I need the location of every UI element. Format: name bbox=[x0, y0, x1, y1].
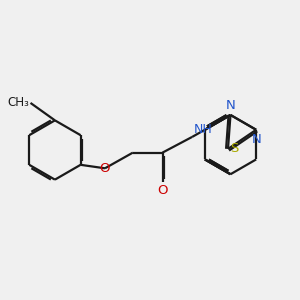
Text: O: O bbox=[157, 184, 168, 197]
Text: NH: NH bbox=[194, 123, 213, 136]
Text: CH₃: CH₃ bbox=[7, 96, 29, 110]
Text: N: N bbox=[226, 99, 236, 112]
Text: S: S bbox=[230, 142, 238, 155]
Text: O: O bbox=[100, 162, 110, 175]
Text: N: N bbox=[251, 133, 261, 146]
